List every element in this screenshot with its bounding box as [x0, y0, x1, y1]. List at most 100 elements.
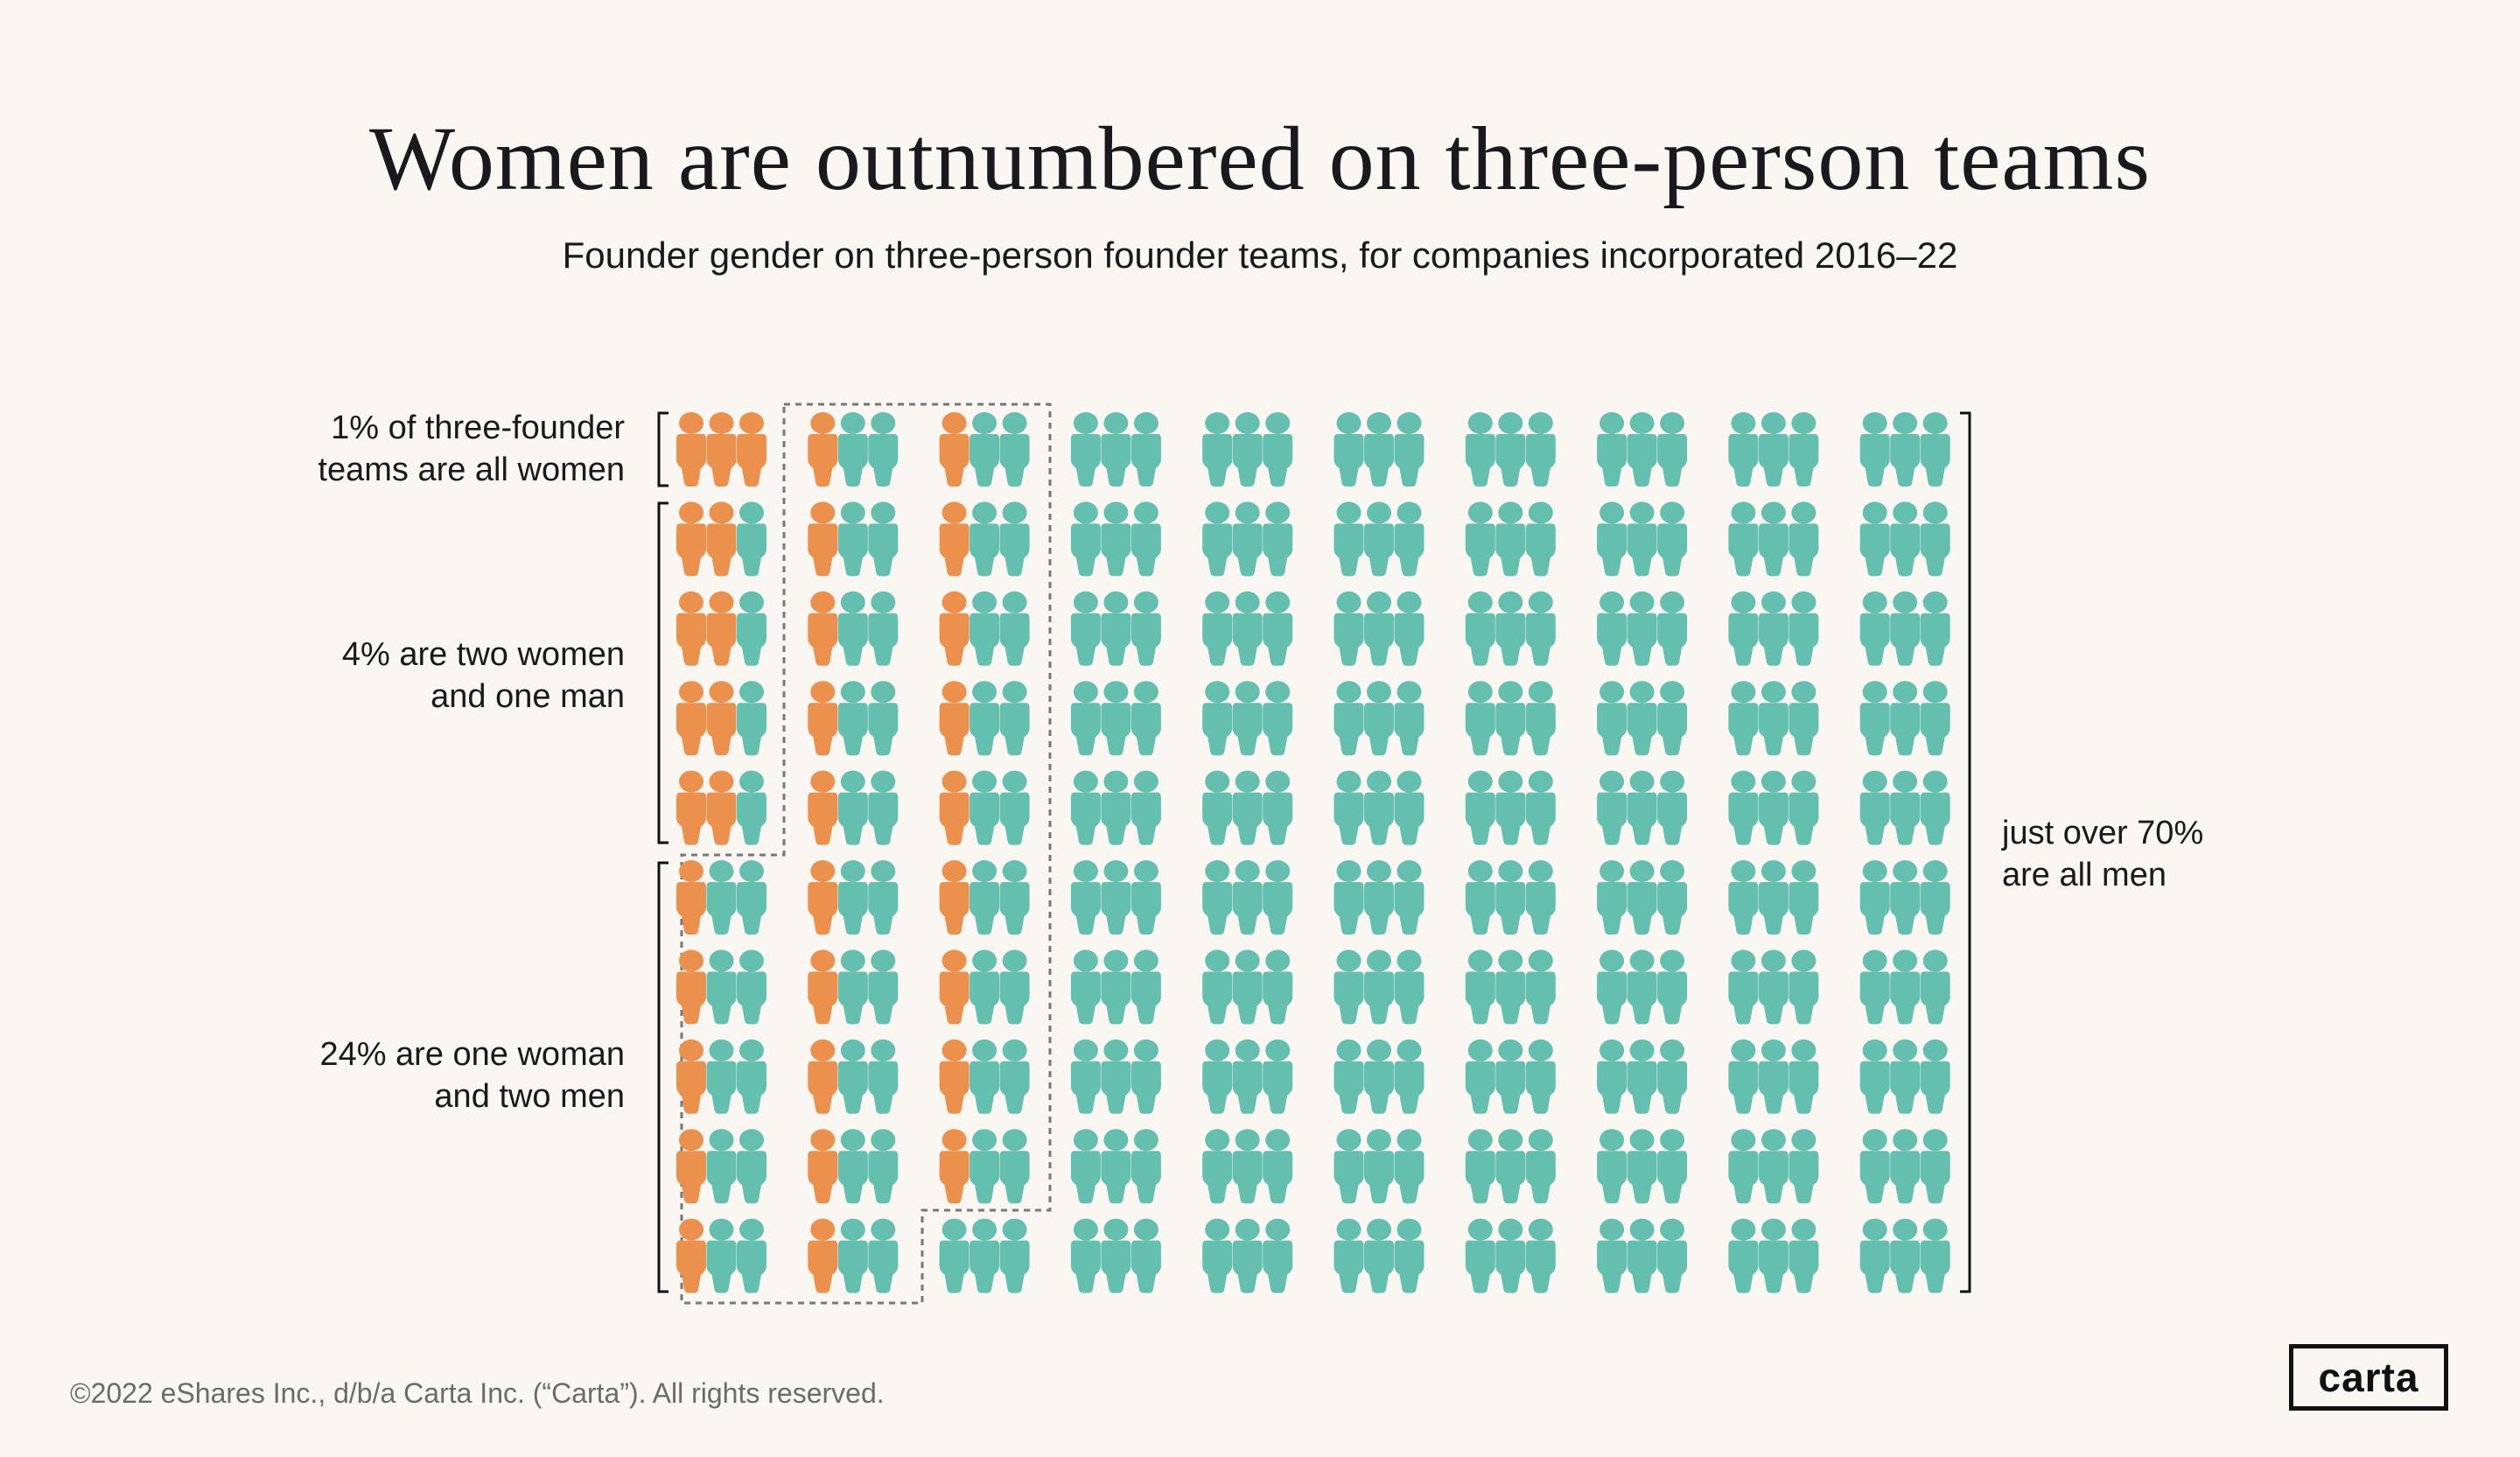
man-founder-icon	[737, 1129, 766, 1204]
man-founder-icon	[1657, 1039, 1688, 1114]
man-founder-icon	[1101, 412, 1131, 487]
man-founder-icon	[1101, 591, 1131, 666]
team-icon	[808, 412, 899, 487]
team-icon	[1465, 1129, 1556, 1204]
team-icon	[939, 412, 1030, 487]
man-founder-icon	[1627, 591, 1657, 666]
man-founder-icon	[1758, 501, 1788, 577]
team-icon	[939, 681, 1030, 756]
woman-founder-icon	[737, 412, 766, 487]
man-founder-icon	[1890, 681, 1921, 756]
man-founder-icon	[1657, 412, 1688, 487]
man-founder-icon	[1202, 681, 1233, 756]
man-founder-icon	[1101, 501, 1131, 577]
man-founder-icon	[1890, 412, 1921, 487]
team-icon	[1202, 1218, 1293, 1293]
man-founder-icon	[970, 949, 1000, 1025]
team-icon	[1728, 949, 1819, 1025]
man-founder-icon	[837, 770, 868, 845]
man-founder-icon	[1465, 412, 1495, 487]
man-founder-icon	[1202, 1039, 1233, 1114]
woman-founder-icon	[808, 501, 838, 577]
man-founder-icon	[1627, 1039, 1657, 1114]
man-founder-icon	[1263, 681, 1293, 756]
man-founder-icon	[1788, 591, 1819, 666]
label-one-woman-line1: 24% are one woman	[319, 1036, 625, 1073]
team-icon	[1728, 501, 1819, 577]
man-founder-icon	[1890, 860, 1921, 935]
man-founder-icon	[1920, 1039, 1950, 1114]
man-founder-icon	[1202, 591, 1233, 666]
team-icon	[1334, 681, 1424, 756]
man-founder-icon	[1525, 1039, 1556, 1114]
woman-founder-icon	[676, 681, 706, 756]
man-founder-icon	[868, 591, 899, 666]
woman-founder-icon	[939, 1129, 970, 1204]
man-founder-icon	[1597, 770, 1628, 845]
man-founder-icon	[1758, 412, 1788, 487]
woman-founder-icon	[676, 1039, 706, 1114]
man-founder-icon	[1070, 1039, 1101, 1114]
team-icon	[676, 1039, 766, 1114]
man-founder-icon	[1788, 860, 1819, 935]
team-icon	[1465, 1218, 1556, 1293]
team-icon	[1202, 1039, 1293, 1114]
man-founder-icon	[1728, 591, 1759, 666]
man-founder-icon	[1364, 1039, 1394, 1114]
man-founder-icon	[837, 591, 868, 666]
man-founder-icon	[1394, 591, 1424, 666]
man-founder-icon	[868, 501, 899, 577]
man-founder-icon	[837, 1129, 868, 1204]
team-icon	[939, 1218, 1030, 1293]
team-icon	[1334, 1218, 1424, 1293]
woman-founder-icon	[808, 1039, 838, 1114]
team-icon	[1597, 1129, 1688, 1204]
woman-founder-icon	[808, 591, 838, 666]
man-founder-icon	[737, 591, 766, 666]
team-icon	[1728, 1218, 1819, 1293]
man-founder-icon	[1070, 860, 1101, 935]
man-founder-icon	[999, 412, 1030, 487]
man-founder-icon	[1758, 591, 1788, 666]
team-icon	[1465, 860, 1556, 935]
man-founder-icon	[1788, 770, 1819, 845]
man-founder-icon	[1070, 1218, 1101, 1293]
woman-founder-icon	[676, 501, 706, 577]
woman-founder-icon	[676, 412, 706, 487]
man-founder-icon	[1364, 1129, 1394, 1204]
man-founder-icon	[1334, 591, 1364, 666]
man-founder-icon	[1334, 860, 1364, 935]
man-founder-icon	[1525, 860, 1556, 935]
team-icon	[1465, 949, 1556, 1025]
man-founder-icon	[1465, 591, 1495, 666]
man-founder-icon	[1627, 860, 1657, 935]
man-founder-icon	[1627, 770, 1657, 845]
man-founder-icon	[1920, 591, 1950, 666]
team-icon	[676, 1129, 766, 1204]
copyright-footer: ©2022 eShares Inc., d/b/a Carta Inc. (“C…	[70, 1377, 885, 1409]
team-icon	[1202, 412, 1293, 487]
man-founder-icon	[706, 949, 737, 1025]
man-founder-icon	[1334, 949, 1364, 1025]
man-founder-icon	[1130, 681, 1161, 756]
man-founder-icon	[1859, 1039, 1890, 1114]
man-founder-icon	[1070, 591, 1101, 666]
team-icon	[1202, 949, 1293, 1025]
man-founder-icon	[1525, 1218, 1556, 1293]
team-icon	[1070, 501, 1161, 577]
man-founder-icon	[999, 949, 1030, 1025]
man-founder-icon	[999, 1039, 1030, 1114]
team-icon	[1070, 1129, 1161, 1204]
man-founder-icon	[1758, 1039, 1788, 1114]
man-founder-icon	[1101, 1129, 1131, 1204]
man-founder-icon	[1890, 591, 1921, 666]
team-icon	[1597, 1039, 1688, 1114]
man-founder-icon	[1758, 1129, 1788, 1204]
bracket-all-women	[657, 411, 668, 487]
man-founder-icon	[1788, 681, 1819, 756]
team-icon	[939, 1129, 1030, 1204]
man-founder-icon	[868, 949, 899, 1025]
man-founder-icon	[1130, 591, 1161, 666]
team-icon	[1070, 412, 1161, 487]
man-founder-icon	[706, 1039, 737, 1114]
